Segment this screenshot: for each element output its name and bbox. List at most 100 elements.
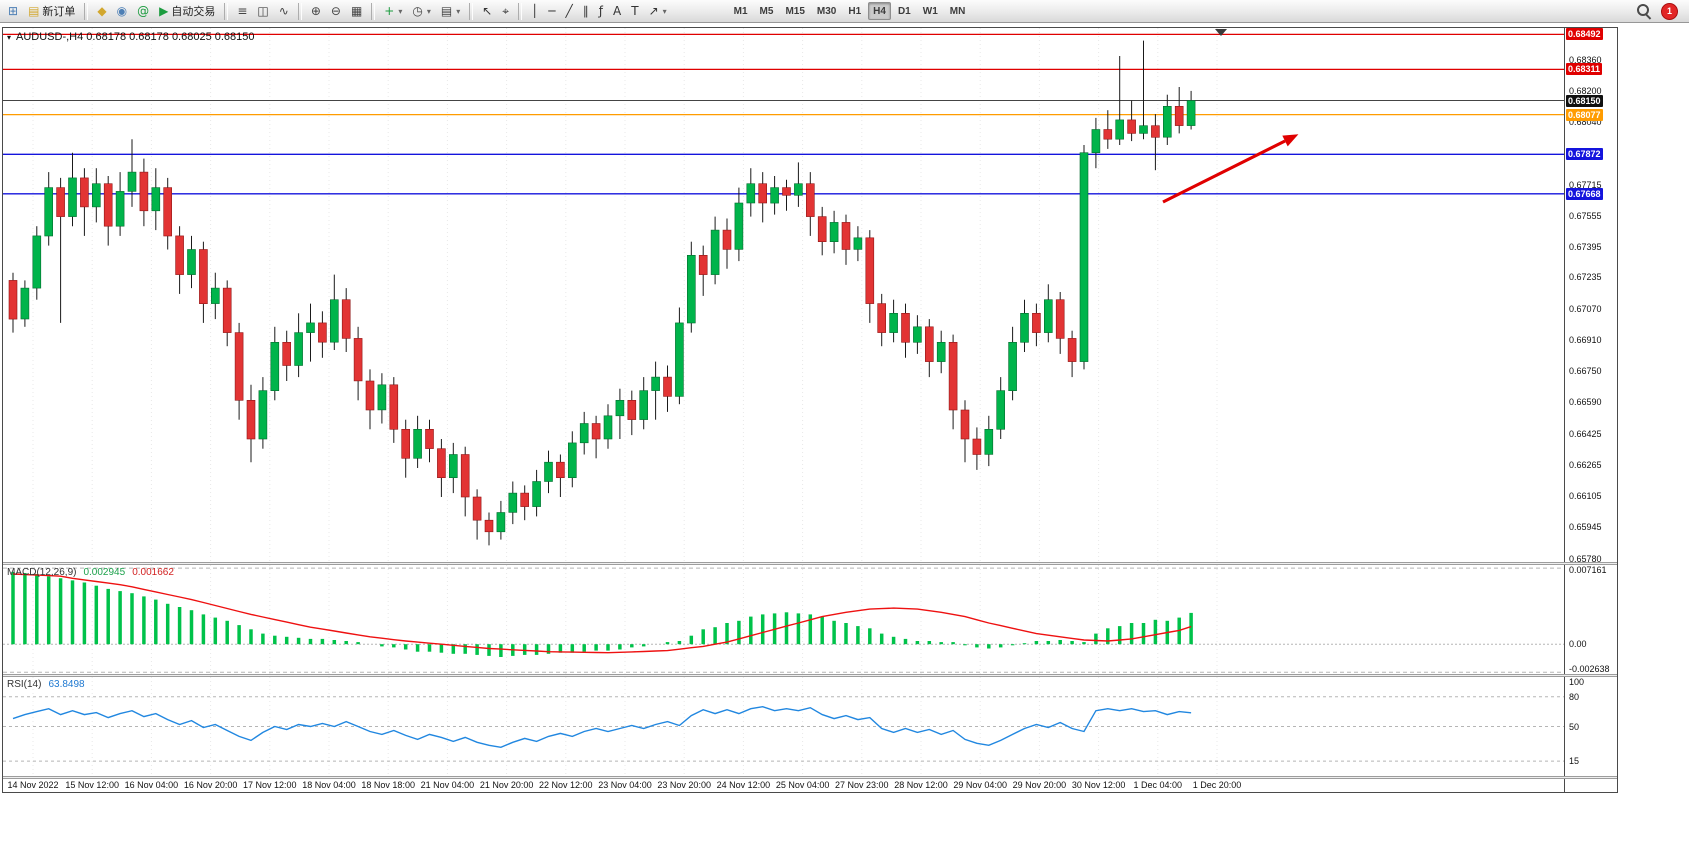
candles[interactable] — [8, 40, 1196, 546]
price-line-label: 0.68492 — [1566, 28, 1603, 40]
macd-chart[interactable] — [3, 565, 1564, 674]
zoom-in-icon[interactable]: ⊕ — [306, 1, 326, 21]
rsi-axis: 100 80 50 15 — [1564, 677, 1617, 776]
dropdown-arrow-icon: ▾ — [662, 6, 667, 16]
trendline-icon-glyph: ╱ — [565, 4, 573, 18]
arrows-icon[interactable]: ↗ ▾ — [644, 1, 672, 21]
price-tick-label: 0.66590 — [1569, 397, 1602, 408]
time-tick-label: 25 Nov 04:00 — [775, 780, 830, 790]
horizontal-line-icon[interactable]: ─ — [543, 1, 560, 21]
text-icon[interactable]: A — [608, 1, 626, 21]
time-tick-label: 27 Nov 23:00 — [835, 780, 889, 790]
indicators-icon[interactable]: + ▾ — [379, 1, 407, 21]
profile-icon[interactable]: ◆ — [92, 1, 111, 21]
price-tick-label: 0.68200 — [1569, 85, 1602, 96]
grid-lines — [32, 28, 1218, 562]
vertical-line-icon[interactable]: │ — [526, 1, 543, 21]
price-tick-label: 0.67070 — [1569, 304, 1602, 315]
timeframe-m30-button[interactable]: M30 — [812, 2, 841, 20]
timeframe-mn-button[interactable]: MN — [945, 2, 971, 20]
crosshair-icon-glyph: ⌖ — [502, 4, 510, 18]
price-tick-label: 0.68040 — [1569, 116, 1602, 127]
templates-icon[interactable]: ▤ ▾ — [436, 1, 465, 21]
candlestick-chart-icon[interactable]: ◫ — [252, 1, 273, 21]
trend-arrow[interactable] — [1162, 139, 1286, 204]
macd-label: MACD(12,26,9) — [7, 567, 77, 578]
timeframe-h4-button[interactable]: H4 — [868, 2, 891, 20]
rsi-value: 63.8498 — [48, 679, 85, 690]
price-line-label: 0.68150 — [1566, 95, 1603, 107]
timeframe-w1-button[interactable]: W1 — [918, 2, 943, 20]
toolbar-separator — [224, 2, 229, 20]
time-tick-label: 16 Nov 04:00 — [124, 780, 179, 790]
cursor-icon[interactable]: ↖ — [477, 1, 497, 21]
time-tick-label: 21 Nov 04:00 — [420, 780, 475, 790]
panel-divider[interactable] — [3, 562, 1617, 565]
search-icon[interactable] — [1637, 4, 1651, 18]
grid-lines — [32, 565, 1218, 674]
time-tick-label: 23 Nov 20:00 — [657, 780, 711, 790]
panel-divider[interactable] — [3, 776, 1617, 779]
price-tick-label: 0.65780 — [1569, 553, 1602, 564]
crosshair-icon[interactable]: ⌖ — [497, 1, 514, 21]
time-tick-label: 21 Nov 20:00 — [479, 780, 534, 790]
price-line-label: 0.68077 — [1566, 109, 1603, 121]
fibonacci-icon[interactable]: ƒ — [594, 1, 608, 21]
time-tick-label: 16 Nov 20:00 — [183, 780, 238, 790]
rsi-chart[interactable] — [3, 677, 1564, 776]
zoom-out-icon-glyph: ⊖ — [330, 4, 341, 18]
price-tick-label: 0.67555 — [1569, 210, 1602, 221]
price-tick-label: 0.65945 — [1569, 521, 1602, 532]
auto-trading-button[interactable]: ▶ 自动交易 — [154, 1, 220, 21]
line-chart-icon[interactable]: ∿ — [274, 1, 294, 21]
timeframe-m1-button[interactable]: M1 — [729, 2, 753, 20]
bar-chart-icon[interactable]: ≡ — [232, 1, 252, 21]
candlestick-chart[interactable] — [3, 28, 1564, 562]
zoom-out-icon[interactable]: ⊖ — [326, 1, 346, 21]
market-watch-icon[interactable]: ◉ — [112, 1, 132, 21]
main-toolbar: ⊞ ▤ 新订单 ◆ ◉ @ ▶ 自动交易 ≡ ◫ ∿ ⊕ ⊖ ▦ + ▾ ◷ ▾ ▤ ▾ ↖ ⌖ │ ─ ╱ ∥ ƒ A T ↗ ▾ M1 M… — [0, 0, 1689, 23]
new-order-glyph: ▤ — [28, 4, 40, 18]
macd-tick-label: 0.007161 — [1569, 565, 1607, 575]
arrows-icon-glyph: ↗ — [648, 4, 659, 18]
dropdown-arrow-icon: ▾ — [456, 6, 461, 16]
periods-icon[interactable]: ◷ ▾ — [407, 1, 436, 21]
trendline-icon[interactable]: ╱ — [561, 1, 578, 21]
chart-shift-marker[interactable] — [1215, 29, 1227, 36]
vertical-line-icon-glyph: │ — [531, 4, 539, 18]
label-icon[interactable]: T — [626, 1, 643, 21]
auto-trading-glyph: ▶ — [159, 4, 169, 18]
new-order-button[interactable]: ▤ 新订单 — [23, 1, 80, 21]
grid-lines — [32, 677, 1218, 776]
new-chart-icon[interactable]: ⊞ — [3, 1, 23, 21]
rsi-label-row: RSI(14) 63.8498 — [7, 679, 85, 690]
market-watch-icon-glyph: ◉ — [116, 4, 128, 18]
panel-divider[interactable] — [3, 674, 1617, 677]
axis-corner — [1564, 779, 1617, 792]
chart-header: ▾ AUDUSD-,H4 0.68178 0.68178 0.68025 0.6… — [7, 31, 255, 43]
time-tick-label: 15 Nov 12:00 — [65, 780, 119, 790]
tile-windows-icon[interactable]: ▦ — [346, 1, 367, 21]
notification-badge[interactable]: 1 — [1661, 2, 1678, 20]
timeframe-m5-button[interactable]: M5 — [755, 2, 779, 20]
macd-histogram — [11, 571, 1193, 657]
tile-windows-icon-glyph: ▦ — [350, 4, 363, 18]
one-click-trading-arrow[interactable]: ▾ — [7, 32, 12, 42]
timeframe-d1-button[interactable]: D1 — [893, 2, 916, 20]
navigator-icon[interactable]: @ — [132, 1, 154, 21]
macd-main-value: 0.002945 — [83, 567, 126, 578]
auto-trading-button-label: 自动交易 — [171, 6, 216, 18]
channel-icon-glyph: ∥ — [582, 4, 589, 18]
toolbar-right: 1 — [1637, 2, 1686, 20]
timeframe-m15-button[interactable]: M15 — [780, 2, 809, 20]
time-tick-label: 18 Nov 18:00 — [361, 780, 415, 790]
price-tick-label: 0.66910 — [1569, 335, 1602, 346]
time-tick-label: 29 Nov 04:00 — [953, 780, 1007, 790]
line-chart-icon-glyph: ∿ — [278, 4, 289, 18]
toolbar-separator — [371, 2, 376, 20]
price-tick-label: 0.68360 — [1569, 54, 1602, 65]
timeframe-h1-button[interactable]: H1 — [843, 2, 866, 20]
channel-icon[interactable]: ∥ — [578, 1, 594, 21]
price-tick-label: 0.66265 — [1569, 460, 1602, 471]
macd-panel: MACD(12,26,9) 0.002945 0.001662 0.007161… — [3, 565, 1617, 674]
